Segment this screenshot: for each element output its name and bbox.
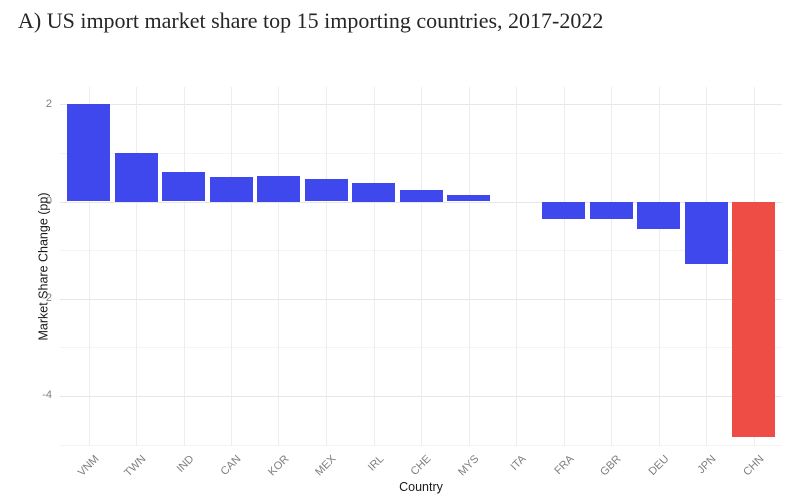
bar-twn bbox=[115, 153, 158, 202]
y-tick-label: -4 bbox=[42, 389, 52, 401]
bar-jpn bbox=[685, 202, 728, 264]
bar-kor bbox=[257, 176, 300, 202]
gridline-vertical bbox=[706, 87, 707, 446]
x-tick-label: CHN bbox=[741, 453, 767, 479]
gridline-vertical bbox=[231, 87, 232, 446]
x-tick-label: KOR bbox=[266, 453, 292, 479]
x-tick-label: JPN bbox=[695, 453, 719, 477]
bar-chn bbox=[732, 202, 775, 437]
bar-vnm bbox=[67, 104, 110, 201]
bar-can bbox=[210, 177, 253, 202]
x-axis-title: Country bbox=[399, 480, 443, 494]
y-tick-label: 2 bbox=[45, 98, 52, 110]
x-tick-label: TWN bbox=[122, 453, 149, 480]
gridline-vertical bbox=[564, 87, 565, 446]
y-axis-title: Market Share Change (pp) bbox=[36, 192, 51, 341]
bar-gbr bbox=[590, 202, 633, 219]
gridline-vertical bbox=[278, 87, 279, 446]
y-tick-label: 0 bbox=[45, 195, 52, 207]
bar-ind bbox=[162, 172, 205, 201]
gridline-vertical bbox=[659, 87, 660, 446]
gridline-vertical bbox=[326, 87, 327, 446]
gridline-vertical bbox=[469, 87, 470, 446]
chart-title: A) US import market share top 15 importi… bbox=[18, 8, 604, 33]
x-tick-label: IND bbox=[174, 453, 197, 475]
gridline-vertical bbox=[89, 87, 90, 446]
bar-mys bbox=[447, 195, 490, 201]
x-tick-label: DEU bbox=[646, 453, 672, 478]
gridline-vertical bbox=[184, 87, 185, 446]
gridline-vertical bbox=[611, 87, 612, 446]
x-tick-label: VNM bbox=[75, 453, 102, 479]
gridline-vertical bbox=[421, 87, 422, 446]
bar-che bbox=[400, 190, 443, 202]
y-tick-label: -2 bbox=[42, 292, 52, 304]
x-tick-label: GBR bbox=[598, 453, 624, 479]
bar-irl bbox=[352, 183, 395, 202]
x-tick-label: FRA bbox=[552, 453, 577, 478]
gridline-vertical bbox=[374, 87, 375, 446]
bar-mex bbox=[305, 179, 348, 201]
x-tick-label: CAN bbox=[218, 453, 244, 478]
bar-fra bbox=[542, 202, 585, 219]
plot-panel bbox=[60, 87, 782, 446]
bar-deu bbox=[637, 202, 680, 229]
gridline-vertical bbox=[516, 87, 517, 446]
gridline-vertical bbox=[136, 87, 137, 446]
